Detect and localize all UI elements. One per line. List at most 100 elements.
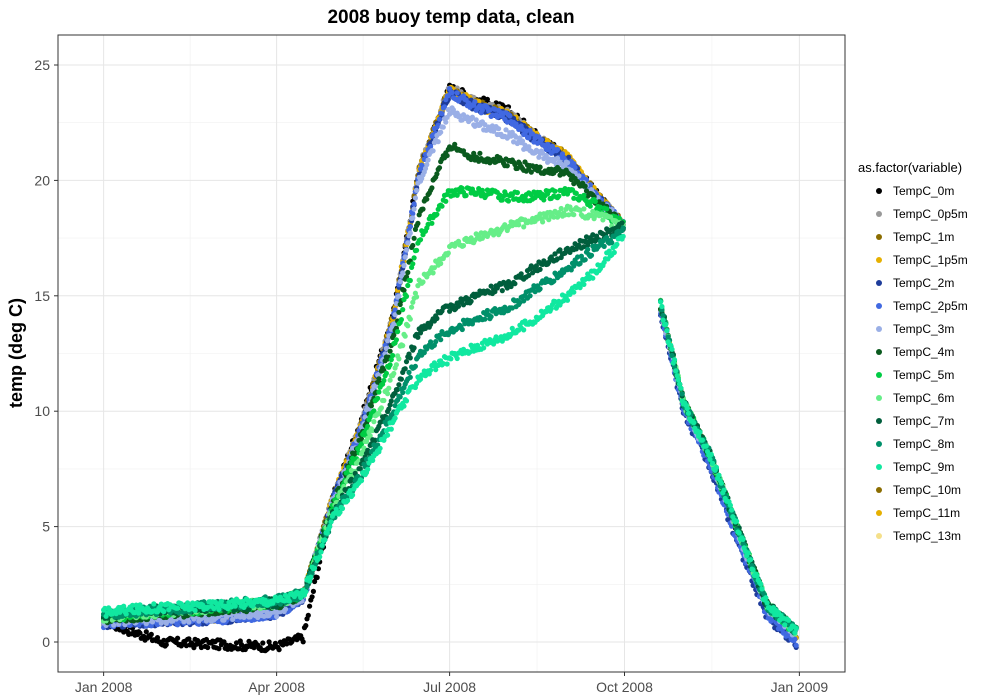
data-point: [407, 224, 413, 230]
data-point: [514, 190, 521, 196]
data-point: [266, 639, 272, 645]
data-point: [402, 333, 408, 339]
data-point: [425, 157, 431, 163]
data-point: [507, 113, 513, 119]
data-point: [310, 588, 316, 595]
data-point: [305, 612, 311, 619]
data-point: [444, 153, 450, 159]
data-point: [411, 206, 417, 212]
data-point: [391, 370, 397, 377]
data-layer: [101, 82, 799, 654]
data-point: [405, 282, 411, 289]
data-point: [417, 237, 424, 243]
data-point: [175, 635, 181, 641]
data-point: [436, 165, 443, 171]
data-point: [438, 129, 444, 135]
data-point: [398, 317, 404, 323]
data-point: [434, 171, 440, 177]
data-point: [552, 188, 558, 194]
data-point: [161, 637, 167, 643]
data-point: [424, 162, 430, 168]
chart-title: 2008 buoy temp data, clean: [327, 7, 574, 28]
data-point: [410, 215, 416, 221]
data-point: [143, 629, 149, 635]
data-point: [429, 185, 435, 191]
data-point: [309, 594, 315, 600]
data-point: [274, 613, 280, 620]
data-point: [396, 356, 402, 362]
data-point: [443, 119, 449, 125]
data-point: [424, 196, 430, 202]
data-point: [477, 150, 483, 156]
data-point: [307, 603, 313, 609]
data-point: [393, 337, 399, 343]
data-point: [410, 261, 416, 267]
data-point: [400, 270, 406, 276]
data-point: [175, 622, 181, 628]
data-point: [564, 160, 571, 166]
data-point: [793, 642, 799, 648]
data-point: [400, 307, 406, 313]
data-point: [186, 619, 192, 625]
data-point: [405, 323, 411, 329]
data-point: [381, 397, 387, 404]
data-point: [537, 164, 543, 170]
data-point: [216, 646, 222, 652]
data-point: [241, 614, 247, 621]
data-point: [443, 198, 449, 204]
data-point: [260, 640, 266, 646]
data-point: [378, 405, 384, 411]
data-point: [403, 293, 410, 299]
data-point: [163, 642, 169, 648]
data-point: [276, 647, 282, 653]
data-point: [376, 389, 382, 395]
data-point: [449, 90, 455, 96]
data-point: [454, 90, 460, 96]
data-point: [414, 187, 420, 193]
data-point: [315, 566, 321, 572]
data-point: [401, 263, 407, 269]
data-point: [414, 294, 420, 300]
data-point: [368, 403, 374, 409]
data-point: [383, 370, 389, 376]
data-point: [396, 293, 402, 299]
data-point: [405, 269, 411, 276]
data-point: [393, 362, 399, 368]
data-point: [387, 377, 393, 383]
data-point: [592, 198, 598, 205]
data-point: [303, 623, 309, 629]
data-point: [397, 278, 403, 285]
data-point: [400, 343, 406, 349]
data-point: [284, 641, 290, 647]
data-point: [381, 377, 387, 384]
data-point: [148, 631, 154, 637]
data-point: [371, 419, 377, 425]
data-point: [472, 99, 478, 105]
data-point: [440, 124, 446, 130]
data-point: [556, 193, 562, 199]
data-point: [407, 316, 413, 322]
data-point: [505, 198, 512, 204]
data-point: [504, 163, 510, 169]
data-point: [386, 385, 392, 391]
data-point: [554, 146, 561, 153]
data-point: [538, 137, 545, 143]
data-point: [436, 116, 443, 122]
data-point: [385, 338, 391, 344]
data-point: [411, 255, 417, 261]
data-point: [407, 230, 413, 236]
data-point: [420, 206, 426, 212]
data-point: [435, 139, 441, 145]
data-point: [186, 636, 192, 642]
data-point: [581, 192, 587, 198]
data-point: [582, 183, 588, 189]
data-point: [484, 96, 490, 102]
data-point: [385, 391, 391, 397]
data-point: [439, 111, 445, 117]
data-point: [587, 203, 593, 209]
data-point: [604, 206, 610, 212]
data-point: [402, 254, 408, 260]
data-point: [375, 395, 381, 401]
data-point: [405, 240, 411, 246]
